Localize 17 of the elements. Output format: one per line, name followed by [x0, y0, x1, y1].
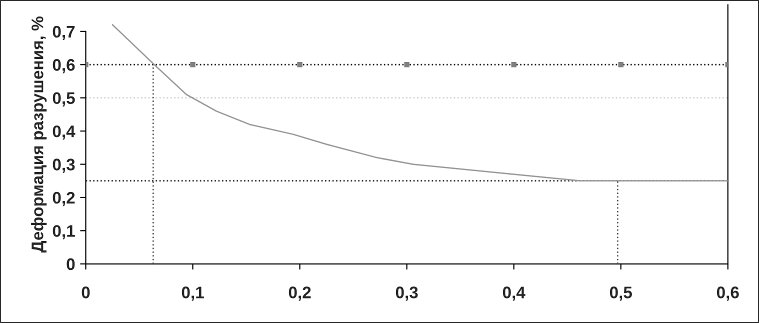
x-tick-label: 0,2 — [288, 286, 311, 301]
y-tick-label: 0,3 — [52, 158, 75, 173]
y-tick-label: 0,1 — [52, 225, 75, 240]
y-tick-label: 0 — [66, 258, 75, 270]
y-axis-title: Деформация разрушения, % — [31, 16, 47, 252]
x-tick-label: 0,4 — [502, 286, 526, 301]
line-series — [112, 24, 728, 182]
y-tick-label: 0,4 — [52, 125, 76, 140]
y-tick-label: 0,7 — [52, 26, 75, 40]
y-tick-label: 0,6 — [52, 59, 75, 74]
x-tick-label: 0,3 — [396, 286, 418, 301]
y-tick-label: 0,5 — [52, 92, 75, 106]
y-tick-label: 0,2 — [52, 192, 75, 206]
x-tick-label: 0,6 — [716, 286, 739, 301]
x-tick-label: 0 — [82, 286, 90, 298]
x-tick-label: 0,1 — [182, 286, 204, 301]
x-tick-label: 0,5 — [610, 286, 632, 301]
